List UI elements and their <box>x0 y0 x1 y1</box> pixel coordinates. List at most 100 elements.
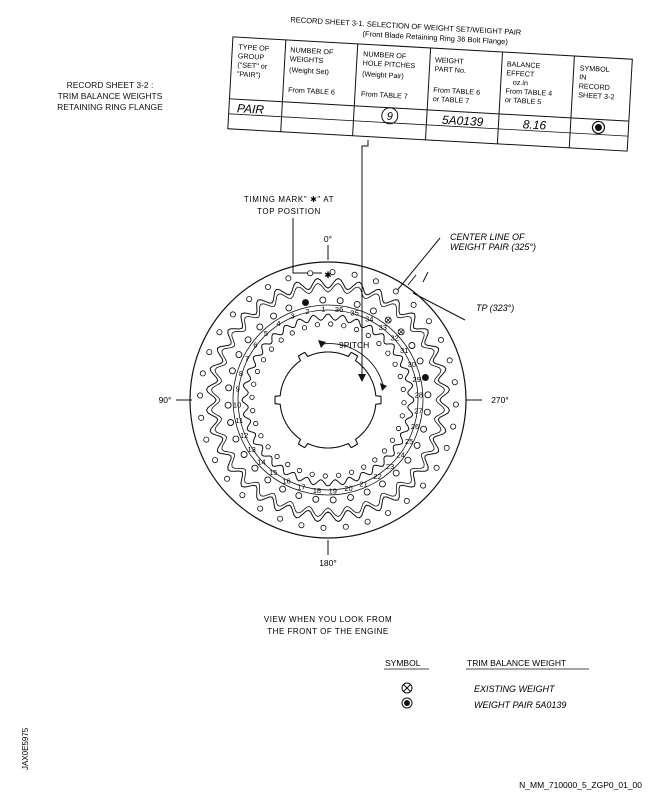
inner-hole <box>397 373 403 380</box>
hole-number: 20 <box>344 484 352 493</box>
inner-hole <box>250 407 256 414</box>
pitch-arc-arrow-start <box>318 340 326 348</box>
bolt-hole <box>228 367 236 375</box>
scallop-inner <box>210 282 446 518</box>
hole-number: 15 <box>269 468 277 477</box>
bolt-hole <box>423 408 431 416</box>
hole-number: 19 <box>329 486 337 495</box>
outer-hole <box>450 423 457 430</box>
hole-number: 17 <box>297 483 305 492</box>
col4-l5: or TABLE 7 <box>433 94 470 105</box>
inner-hole <box>278 337 284 343</box>
hole-number: 30 <box>408 360 416 369</box>
bolt-hole <box>424 391 432 399</box>
outer-hole <box>443 444 450 451</box>
hole-number: 5 <box>264 329 268 338</box>
hole-number: 14 <box>257 458 265 467</box>
bolt-hole <box>319 296 327 304</box>
inner-hole <box>400 386 406 392</box>
bolt-hole <box>404 456 412 464</box>
col4-l2: PART No. <box>434 64 466 75</box>
pitch-circle <box>381 107 399 125</box>
inner-hole <box>401 400 407 406</box>
hole-number: 11 <box>235 416 243 425</box>
col2-l5: From TABLE 6 <box>288 85 335 97</box>
outer-hole <box>425 318 432 325</box>
col4-l4: From TABLE 6 <box>433 85 480 97</box>
bolt-hole <box>416 357 424 365</box>
outer-hole <box>342 523 349 530</box>
bolt-hole <box>302 299 309 307</box>
inner-holes <box>249 321 407 479</box>
outer-hole <box>420 482 427 489</box>
bolt-hole <box>312 495 320 503</box>
table-frame <box>227 36 633 152</box>
bolt-hole <box>295 492 303 500</box>
col5-l3: oz.in <box>513 78 529 88</box>
bolt-hole <box>353 300 361 308</box>
pitch-arc <box>321 343 384 386</box>
hole-number: 6 <box>253 341 257 350</box>
deg0-label: 0° <box>324 234 332 244</box>
hole-number: 12 <box>240 431 248 440</box>
legend-symbol-header: SYMBOL <box>385 658 421 668</box>
record-sheet-32-label: RECORD SHEET 3-2 : TRIM BALANCE WEIGHTS … <box>40 80 180 113</box>
existing-weight-mark <box>385 317 391 323</box>
view-caption-l1: VIEW WHEN YOU LOOK FROM <box>264 615 392 624</box>
bolt-hole <box>285 304 293 312</box>
col6-l2: IN <box>579 72 587 81</box>
col5-l2: EFFECT <box>506 68 535 79</box>
bolt-hole <box>369 307 377 315</box>
hole-number: 23 <box>386 462 394 471</box>
col1-l2: GROUP <box>238 51 265 61</box>
figure-ref: N_MM_710000_5_ZGP0_01_00 <box>519 780 642 790</box>
inner-hole <box>268 346 275 352</box>
hole-number: 1 <box>321 305 325 314</box>
bolt-hole <box>235 351 243 359</box>
record-sheet-32-line3: RETAINING RING FLANGE <box>57 102 163 112</box>
hole-number: 24 <box>397 450 405 459</box>
legend-existing: EXISTING WEIGHT <box>474 684 556 694</box>
bolt-hole <box>279 485 287 493</box>
row-type: PAIR <box>237 101 265 117</box>
col5-l5: or TABLE 5 <box>505 95 542 106</box>
bolt-hole <box>420 425 428 433</box>
bolt-hole <box>392 469 400 477</box>
col2-l2: WEIGHTS <box>290 54 324 65</box>
inner-hole <box>348 469 355 475</box>
table-row-divider <box>228 113 629 137</box>
bolt-circle-inner-ring <box>232 304 424 496</box>
outer-hole <box>298 522 305 529</box>
col4-l1: WEIGHT <box>435 55 465 66</box>
deg90-label: 90° <box>159 395 172 405</box>
outer-hole <box>385 509 392 516</box>
outer-hole <box>197 392 204 399</box>
bolt-hole <box>363 488 371 496</box>
hole-number: 21 <box>359 479 367 488</box>
row-part-no: 5A0139 <box>442 113 484 129</box>
col5-l1: BALANCE <box>507 59 541 70</box>
col6-l3: RECORD <box>578 81 610 92</box>
inner-hole <box>254 368 261 375</box>
record-sheet-31-table: RECORD SHEET 3-1. SELECTION OF WEIGHT SE… <box>227 15 633 152</box>
outer-hole <box>364 518 371 525</box>
hole-number: 8 <box>239 369 243 378</box>
existing-weight-mark <box>398 329 404 335</box>
outer-hole <box>410 301 417 308</box>
bolt-hole <box>329 496 337 504</box>
outer-hole <box>257 505 264 512</box>
outer-hole <box>329 269 336 276</box>
bolt-holes <box>197 269 459 531</box>
outer-hole <box>211 457 218 464</box>
legend-weight-header: TRIM BALANCE WEIGHT <box>467 658 566 668</box>
col6-l4: SHEET 3-2 <box>578 90 615 101</box>
deg180-label: 180° <box>319 558 337 568</box>
outer-hole <box>437 336 444 343</box>
inner-hole <box>285 461 291 468</box>
legend-pair: WEIGHT PAIR 5A0139 <box>474 700 566 710</box>
outer-hole <box>446 357 453 364</box>
col1-l1: TYPE OF <box>238 42 270 53</box>
scallop-outer <box>205 277 451 523</box>
